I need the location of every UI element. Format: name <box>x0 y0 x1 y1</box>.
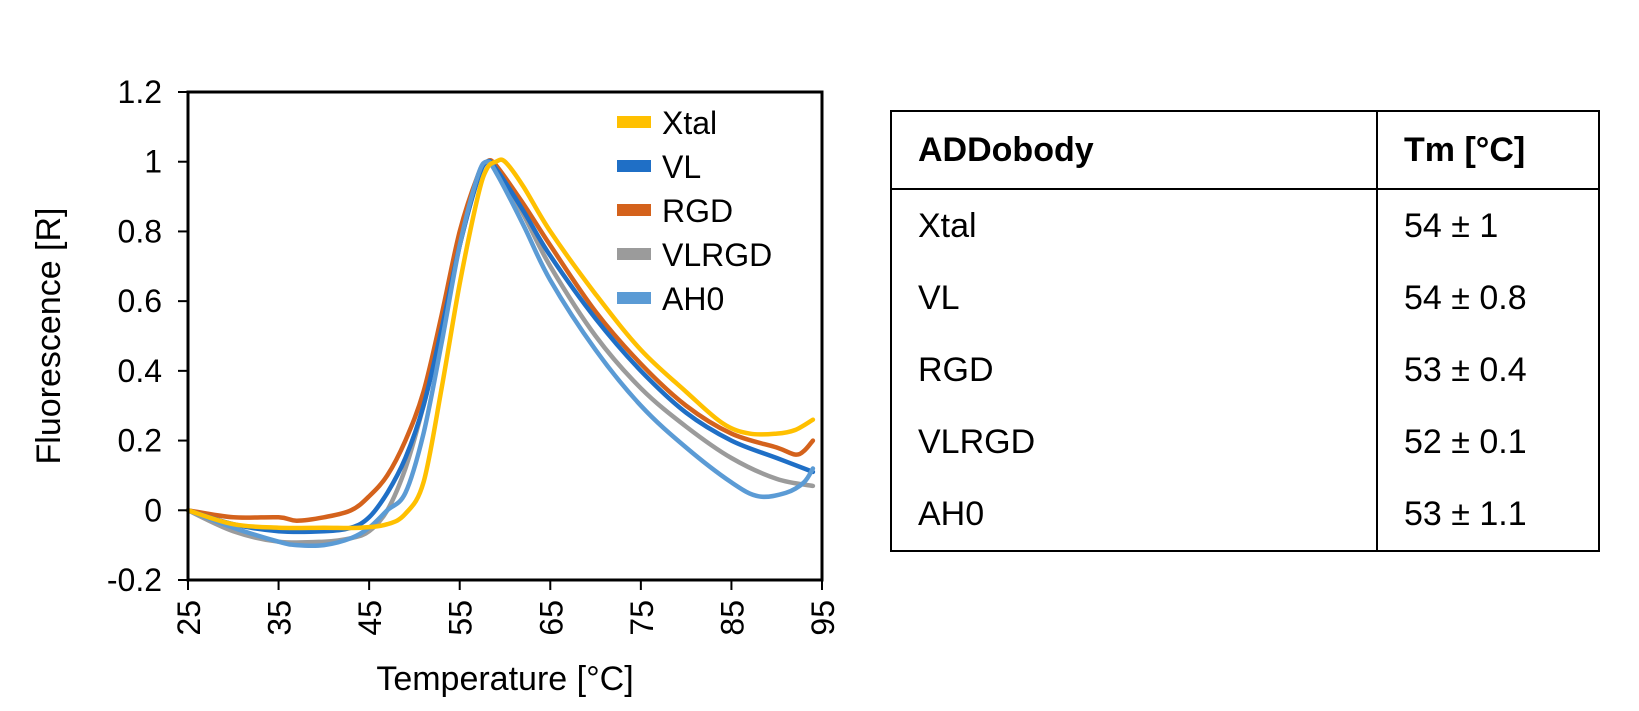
y-tick-label: 0.8 <box>118 213 162 249</box>
table-row: VLRGD 52 ± 0.1 <box>891 406 1599 478</box>
table-row: Xtal 54 ± 1 <box>891 189 1599 262</box>
y-axis-label: Fluorescence [R] <box>30 208 68 465</box>
series-line-ah0 <box>185 159 816 549</box>
legend-swatch-ah0 <box>617 292 651 304</box>
y-tick-label: 0.4 <box>118 353 162 389</box>
header-addobody: ADDobody <box>891 111 1377 190</box>
series-line-xtal <box>185 157 816 531</box>
series-lines <box>185 157 816 549</box>
legend-swatch-vl <box>617 160 651 172</box>
x-axis-label: Temperature [°C] <box>376 660 633 698</box>
x-tick-label: 55 <box>443 600 479 636</box>
row-tm: 53 ± 0.4 <box>1376 334 1599 406</box>
table-row: RGD 53 ± 0.4 <box>891 334 1599 406</box>
plot-frame <box>186 90 824 582</box>
y-tick-label: -0.2 <box>107 562 162 598</box>
legend-swatch-xtal <box>617 116 651 128</box>
legend-swatch-rgd <box>617 204 651 216</box>
y-tick-label: 1.2 <box>118 74 162 110</box>
table-header-row: ADDobody Tm [°C] <box>891 111 1599 190</box>
legend-label: Xtal <box>662 105 717 141</box>
table-row: VL 54 ± 0.8 <box>891 262 1599 334</box>
row-name: RGD <box>918 350 994 389</box>
row-name: VL <box>918 278 960 317</box>
x-tick-label: 65 <box>533 600 569 636</box>
legend-label: AH0 <box>662 281 724 317</box>
header-tm: Tm [°C] <box>1376 111 1599 190</box>
row-name: VLRGD <box>918 422 1036 461</box>
legend-label: RGD <box>662 193 733 229</box>
tm-table: ADDobody Tm [°C] Xtal 54 ± 1 VL 54 ± 0.8… <box>890 110 1600 552</box>
y-axis-ticks: -0.2 0 0.2 0.4 0.6 0.8 1 1.2 <box>107 74 188 598</box>
legend-swatch-vlrgd <box>617 248 651 260</box>
y-tick-label: 0.2 <box>118 423 162 459</box>
y-tick-label: 0 <box>144 492 162 528</box>
row-tm: 52 ± 0.1 <box>1376 406 1599 478</box>
melting-curve-chart: -0.2 0 0.2 0.4 0.6 0.8 1 1.2 25 35 45 55 65 75 85 95 F… <box>30 74 841 698</box>
x-axis-ticks: 25 35 45 55 65 75 85 95 <box>171 580 841 636</box>
x-tick-label: 75 <box>624 600 660 636</box>
y-tick-label: 0.6 <box>118 283 162 319</box>
row-name: Xtal <box>918 206 977 245</box>
y-tick-label: 1 <box>144 144 162 180</box>
x-tick-label: 25 <box>171 600 207 636</box>
row-tm: 54 ± 1 <box>1376 189 1599 262</box>
x-tick-label: 95 <box>805 600 841 636</box>
legend-label: VL <box>662 149 701 185</box>
row-name: AH0 <box>918 494 985 533</box>
row-tm: 54 ± 0.8 <box>1376 262 1599 334</box>
table-row: AH0 53 ± 1.1 <box>891 478 1599 551</box>
x-tick-label: 45 <box>352 600 388 636</box>
row-tm: 53 ± 1.1 <box>1376 478 1599 551</box>
x-tick-label: 85 <box>714 600 750 636</box>
legend-label: VLRGD <box>662 237 772 273</box>
x-tick-label: 35 <box>262 600 298 636</box>
